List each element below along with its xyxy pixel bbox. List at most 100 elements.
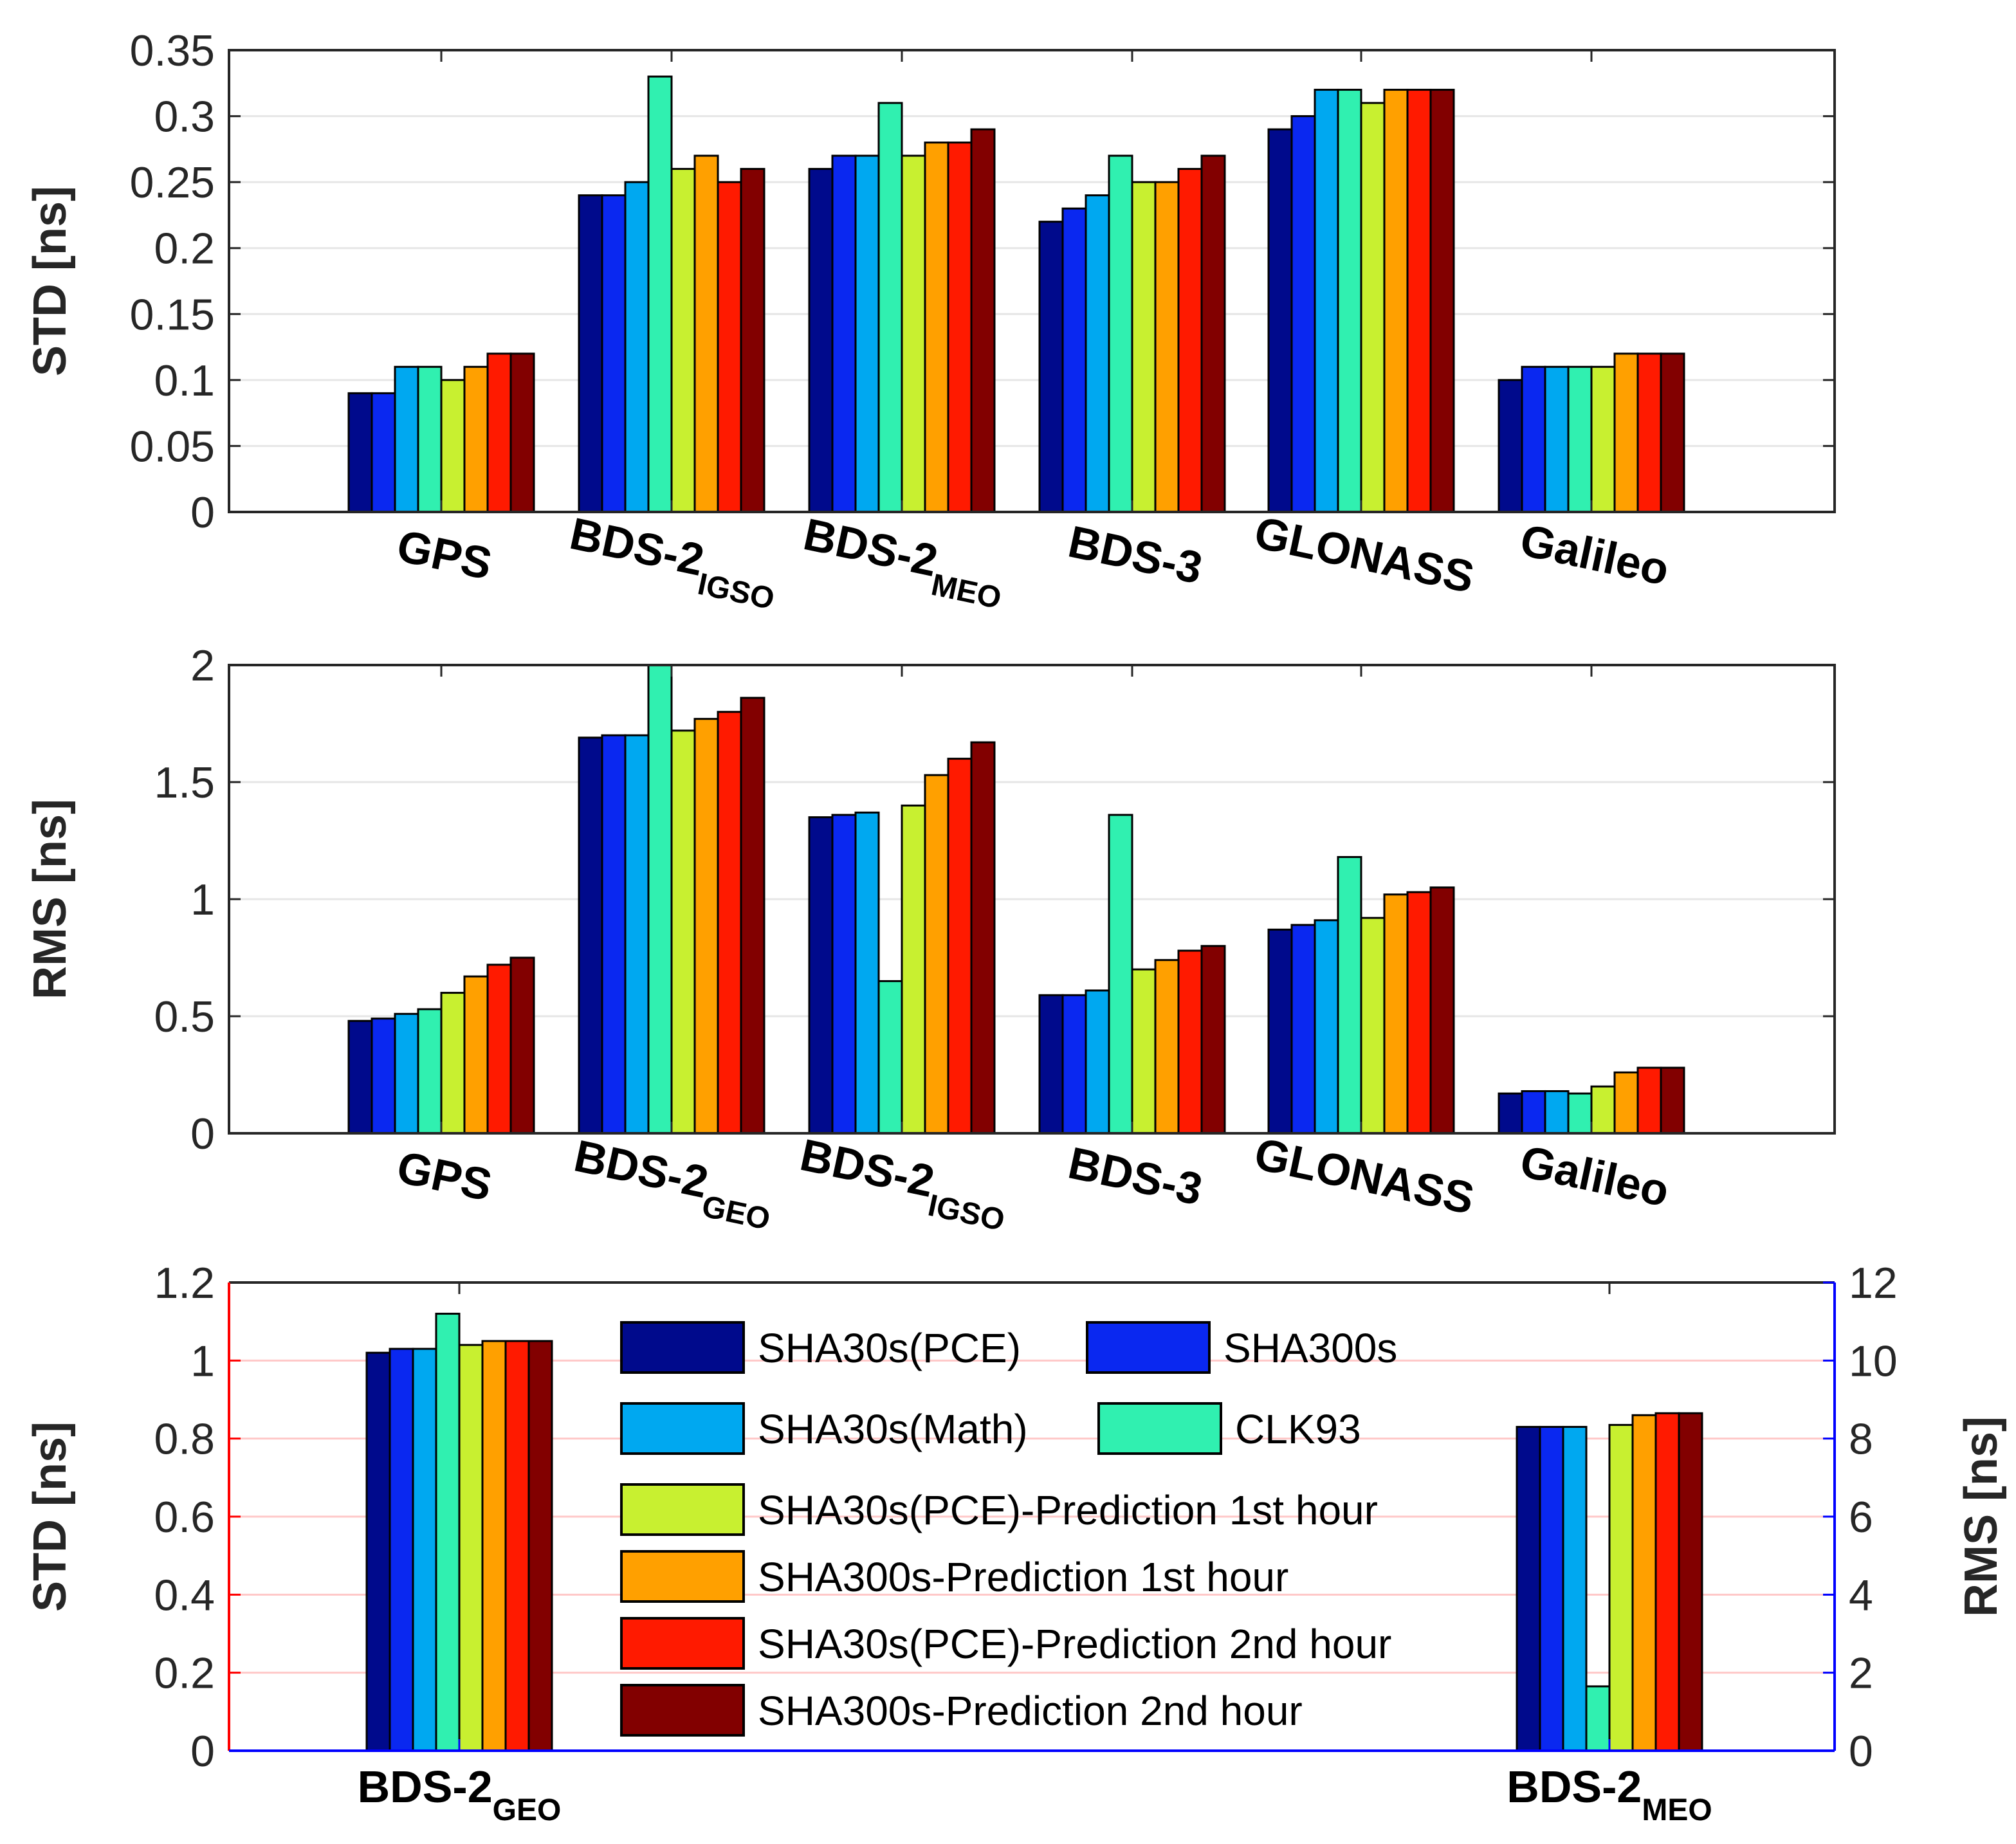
category-label: BDS-2IGSO: [562, 508, 783, 616]
bar: [693, 154, 719, 513]
bar: [831, 814, 857, 1135]
bar: [1131, 181, 1157, 513]
y-tick-label: 0.2: [154, 224, 215, 273]
category-label-main: GLONASS: [1251, 1128, 1479, 1223]
bar: [740, 168, 765, 513]
bar: [1562, 1425, 1588, 1752]
bar: [481, 1340, 507, 1752]
bar: [1200, 154, 1226, 513]
bar: [1613, 1071, 1639, 1135]
bar: [1177, 168, 1203, 513]
bar: [1177, 949, 1203, 1135]
bar: [1590, 1085, 1616, 1135]
category-label-main: GPS: [393, 1142, 497, 1210]
legend-label: SHA30s(Math): [758, 1406, 1028, 1452]
bar: [901, 154, 926, 513]
bar: [854, 154, 880, 513]
bar: [1085, 989, 1110, 1135]
bar: [504, 1340, 530, 1752]
bar: [670, 168, 696, 513]
bar: [1516, 1425, 1541, 1752]
bar: [435, 1313, 461, 1752]
bar: [877, 980, 903, 1135]
legend: SHA30s(PCE) SHA300s SHA30s(Math) CLK93 SHA30…: [620, 1321, 1397, 1737]
bar: [458, 1344, 484, 1752]
y-tick-label: 2: [190, 641, 215, 690]
bar: [1678, 1412, 1703, 1752]
bar: [1498, 379, 1523, 513]
bar: [394, 365, 419, 513]
bar: [647, 75, 673, 513]
category-label: Galileo: [1516, 1136, 1674, 1216]
bar: [1539, 1425, 1564, 1752]
bar: [1521, 365, 1546, 513]
bar: [693, 718, 719, 1135]
y-tick-label: 0: [190, 1727, 215, 1776]
bar: [371, 392, 396, 513]
bar: [1660, 352, 1685, 513]
legend-swatch: [1097, 1402, 1222, 1455]
legend-swatch: [620, 1617, 745, 1670]
category-label-main: BDS-2: [565, 508, 708, 585]
bar: [1406, 891, 1432, 1135]
axes-frame: [228, 664, 1836, 1135]
bar: [578, 736, 603, 1135]
legend-swatch: [620, 1402, 745, 1455]
y-tick-label: 0.15: [130, 290, 215, 339]
y-tick-label: 0: [190, 1109, 215, 1158]
bar: [1131, 968, 1157, 1135]
category-label-main: BDS-2: [358, 1762, 493, 1812]
bar: [1290, 115, 1316, 513]
legend-label: SHA300s-Prediction 2nd hour: [758, 1688, 1303, 1734]
y-tick-label: 0.1: [154, 356, 215, 405]
bar: [1290, 924, 1316, 1135]
category-label: BDS-3: [1064, 516, 1207, 594]
bar: [1613, 352, 1639, 513]
bar: [1590, 365, 1616, 513]
bar: [1636, 1066, 1662, 1135]
bar: [417, 365, 443, 513]
bar: [924, 774, 949, 1135]
legend-label: SHA300s: [1223, 1325, 1397, 1371]
bar: [1108, 154, 1133, 513]
bar: [877, 102, 903, 513]
bar: [1154, 181, 1180, 513]
bar: [624, 181, 650, 513]
category-label-main: BDS-2: [796, 1129, 939, 1207]
legend-swatch: [620, 1321, 745, 1374]
bar: [601, 194, 627, 513]
bar: [1654, 1412, 1680, 1752]
bar: [417, 1008, 443, 1135]
category-label-sub: IGSO: [695, 567, 777, 617]
bar: [486, 963, 512, 1135]
bar: [1544, 1090, 1570, 1135]
y-tick-label: 1: [190, 1337, 215, 1385]
bar: [717, 181, 742, 513]
category-label: GLONASS: [1251, 507, 1479, 602]
y2-tick-label: 2: [1849, 1649, 1873, 1698]
bar: [578, 194, 603, 513]
bar: [347, 392, 373, 513]
bar: [970, 741, 996, 1135]
legend-label: SHA300s-Prediction 1st hour: [758, 1554, 1288, 1600]
category-label-main: BDS-3: [1064, 516, 1207, 594]
y-tick-label: 0.35: [130, 26, 215, 75]
legend-swatch: [620, 1684, 745, 1737]
category-label: BDS-2GEO: [358, 1762, 562, 1827]
category-label-main: GLONASS: [1251, 507, 1479, 602]
bar: [947, 141, 973, 513]
bds2-panel: 0 0.2 0.4 0.6 0.8 1 1.2 0 2 4 6 8 10 12 RMS [ns] STD [n…: [24, 1259, 2007, 1827]
y-tick-label: 0.8: [154, 1415, 215, 1464]
bar: [808, 816, 834, 1135]
y2-tick-label: 8: [1849, 1415, 1873, 1464]
category-label-main: GPS: [393, 520, 497, 589]
bar: [1585, 1685, 1611, 1752]
y-tick-label: 0.4: [154, 1571, 215, 1620]
y-tick-label: 0.6: [154, 1493, 215, 1542]
legend-label: SHA30s(PCE)-Prediction 2nd hour: [758, 1621, 1391, 1667]
bar: [1314, 89, 1339, 513]
y-tick-label: 1: [190, 875, 215, 924]
bar: [970, 128, 996, 513]
category-label-sub: IGSO: [925, 1189, 1007, 1238]
